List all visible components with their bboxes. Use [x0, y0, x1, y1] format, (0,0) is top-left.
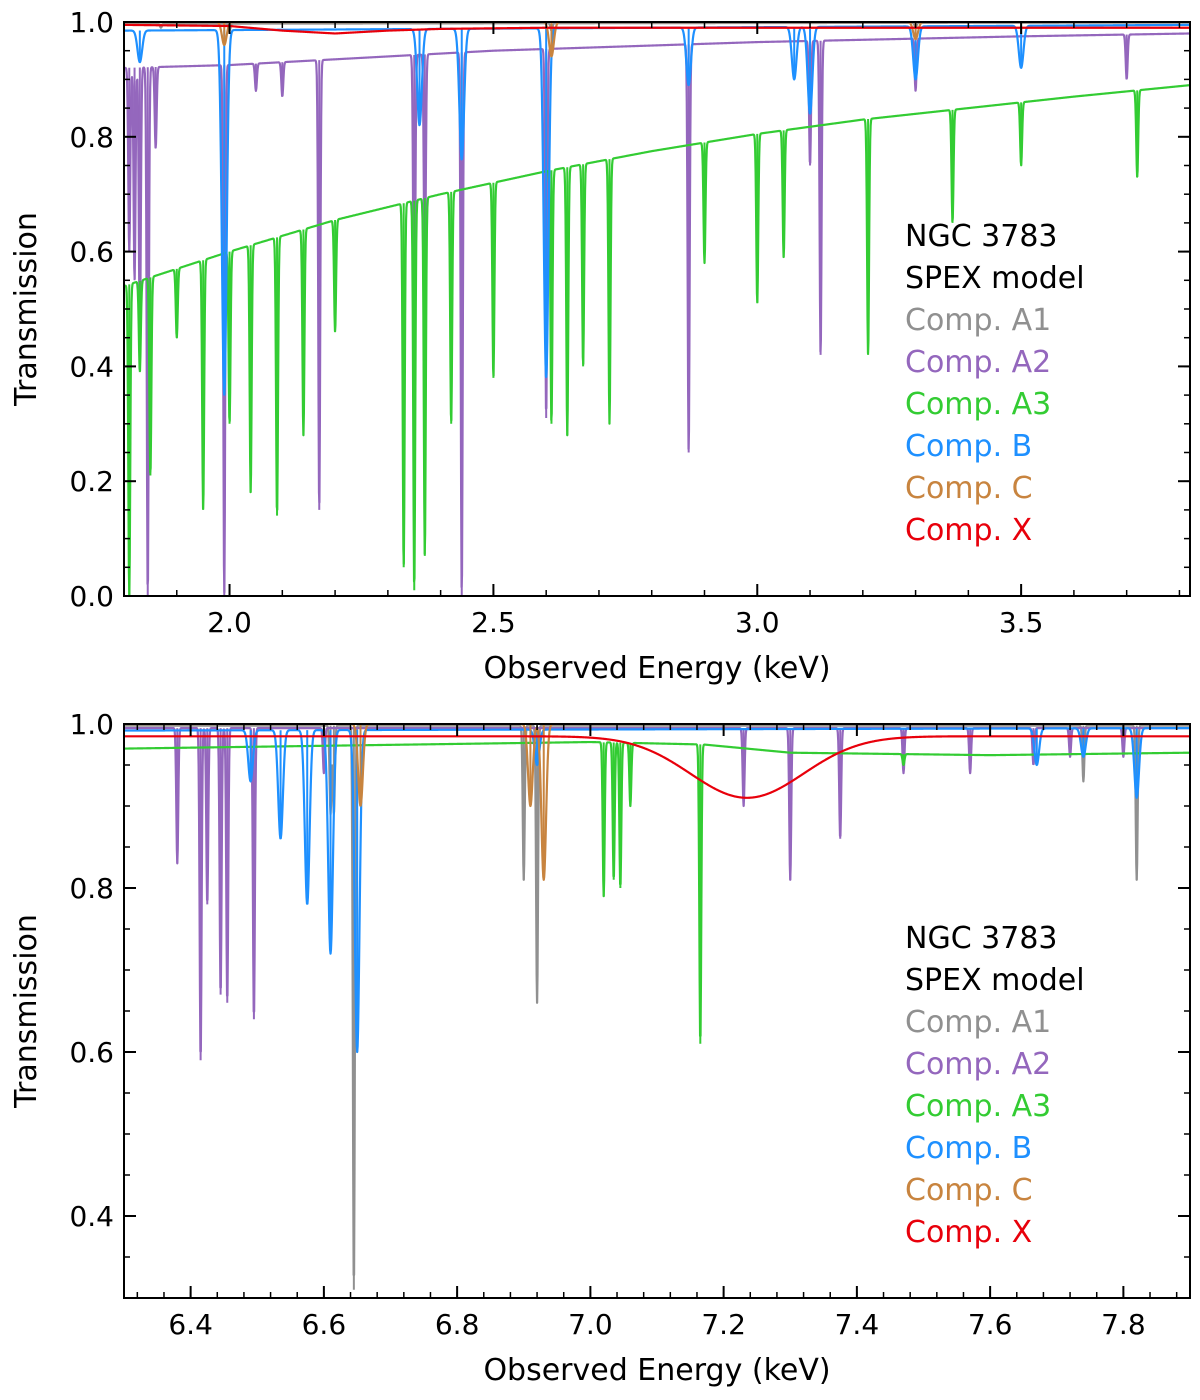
x-tick-label: 3.5	[999, 606, 1044, 639]
legend-entry: Comp. C	[905, 471, 1033, 506]
x-tick-label: 7.2	[701, 1308, 746, 1341]
series-line-comp-b	[124, 727, 1190, 1054]
y-tick-label: 0.8	[69, 872, 114, 905]
legend-entry: Comp. A3	[905, 1089, 1051, 1124]
legend: NGC 3783 SPEX model Comp. A1 Comp. A2 Comp. …	[905, 219, 1085, 548]
series-line-comp-x	[124, 735, 1190, 799]
panel-top: 2.0 2.5 3.0 3.5 0.0 0.2 0.4 0.6 0.8 1.0 Observed E…	[9, 6, 1191, 686]
legend-entry: Comp. A1	[905, 1005, 1051, 1040]
legend-entry: Comp. B	[905, 1131, 1032, 1166]
legend-entry: Comp. A2	[905, 345, 1051, 380]
x-tick-label: 7.0	[568, 1308, 613, 1341]
series-group	[124, 22, 1190, 596]
legend-title: SPEX model	[905, 261, 1085, 296]
y-tick-label: 1.0	[69, 6, 114, 39]
y-tick-label: 0.0	[69, 580, 114, 613]
panel-bottom: 6.4 6.6 6.8 7.0 7.2 7.4 7.6 7.8 0.4 0.6 0.8 1.0 Obse…	[9, 708, 1191, 1388]
series-line-comp-x	[124, 23, 1190, 35]
series-line-comp-a3	[124, 84, 1190, 596]
x-tick-label: 2.0	[207, 606, 252, 639]
legend-entry: Comp. B	[905, 429, 1032, 464]
y-tick-label: 0.6	[69, 1036, 114, 1069]
x-tick-label: 3.0	[735, 606, 780, 639]
legend-entry: Comp. A3	[905, 387, 1051, 422]
legend-title: NGC 3783	[905, 219, 1058, 254]
x-tick-label: 6.6	[302, 1308, 347, 1341]
legend-entry: Comp. A2	[905, 1047, 1051, 1082]
y-axis-label: Transmission	[9, 914, 44, 1109]
legend-title: NGC 3783	[905, 921, 1058, 956]
legend-entry: Comp. X	[905, 1215, 1032, 1250]
legend-entry: Comp. C	[905, 1173, 1033, 1208]
legend: NGC 3783 SPEX model Comp. A1 Comp. A2 Comp. …	[905, 921, 1085, 1250]
x-tick-label: 6.4	[168, 1308, 213, 1341]
y-tick-label: 0.4	[69, 1200, 114, 1233]
legend-entry: Comp. A1	[905, 303, 1051, 338]
x-tick-label: 2.5	[471, 606, 516, 639]
y-tick-label: 1.0	[69, 708, 114, 741]
series-line-comp-a1	[124, 724, 1190, 1276]
series-group	[124, 724, 1190, 1290]
legend-entry: Comp. X	[905, 513, 1032, 548]
series-line-comp-a2	[124, 32, 1190, 594]
x-tick-label: 6.8	[435, 1308, 480, 1341]
y-axis-label: Transmission	[9, 212, 44, 407]
x-axis-label: Observed Energy (keV)	[483, 1353, 830, 1388]
x-tick-label: 7.4	[835, 1308, 880, 1341]
y-tick-label: 0.4	[69, 350, 114, 383]
legend-title: SPEX model	[905, 963, 1085, 998]
y-tick-label: 0.8	[69, 121, 114, 154]
y-tick-label: 0.6	[69, 236, 114, 269]
x-axis-label: Observed Energy (keV)	[483, 651, 830, 686]
x-tick-label: 7.6	[968, 1308, 1013, 1341]
y-tick-label: 0.2	[69, 465, 114, 498]
x-tick-label: 7.8	[1101, 1308, 1146, 1341]
